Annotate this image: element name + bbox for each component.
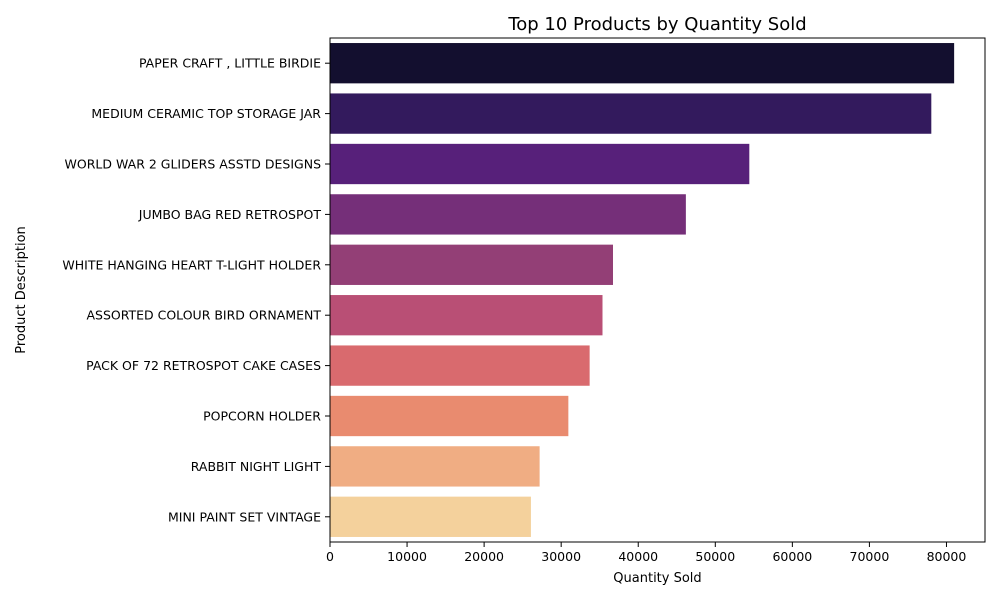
x-tick-label: 10000	[387, 549, 427, 564]
y-tick-label: WORLD WAR 2 GLIDERS ASSTD DESIGNS	[65, 157, 322, 172]
bar	[330, 395, 569, 437]
bar	[330, 295, 603, 336]
bar	[330, 143, 750, 185]
x-tick-label: 70000	[850, 549, 890, 564]
bars-group	[330, 43, 955, 537]
x-tick-label: 20000	[464, 549, 504, 564]
bar	[330, 244, 613, 285]
x-tick-label: 30000	[541, 549, 581, 564]
x-tick-label: 60000	[772, 549, 812, 564]
y-tick-label: MEDIUM CERAMIC TOP STORAGE JAR	[91, 106, 321, 121]
y-tick-label: POPCORN HOLDER	[203, 409, 321, 424]
x-tick-label: 40000	[618, 549, 658, 564]
y-tick-label: PAPER CRAFT , LITTLE BIRDIE	[139, 56, 321, 71]
bar	[330, 496, 531, 537]
x-tick-label: 80000	[927, 549, 967, 564]
plot-frame	[329, 37, 986, 543]
y-tick-label: WHITE HANGING HEART T-LIGHT HOLDER	[62, 257, 321, 272]
y-tick-label: RABBIT NIGHT LIGHT	[191, 459, 322, 474]
bar	[330, 446, 540, 487]
bar	[330, 194, 686, 235]
bar	[330, 43, 955, 84]
x-tick-label: 0	[326, 549, 334, 564]
y-tick-label: ASSORTED COLOUR BIRD ORNAMENT	[86, 308, 321, 323]
chart-title: Top 10 Products by Quantity Sold	[507, 14, 806, 35]
x-tick-label: 50000	[695, 549, 735, 564]
y-tick-label: MINI PAINT SET VINTAGE	[168, 509, 321, 524]
x-axis-label: Quantity Sold	[613, 571, 701, 586]
y-axis-label: Product Description	[14, 226, 29, 354]
y-axis-ticks: PAPER CRAFT , LITTLE BIRDIE MEDIUM CERAMI…	[62, 56, 330, 524]
plot-border	[329, 37, 986, 543]
bar	[330, 93, 932, 134]
y-tick-label: JUMBO BAG RED RETROSPOT	[138, 207, 322, 222]
y-tick-label: PACK OF 72 RETROSPOT CAKE CASES	[86, 358, 321, 373]
x-axis-ticks: 0 10000 20000 30000 40000 50000 60000 70000 8000…	[326, 542, 966, 564]
bar	[330, 345, 590, 386]
